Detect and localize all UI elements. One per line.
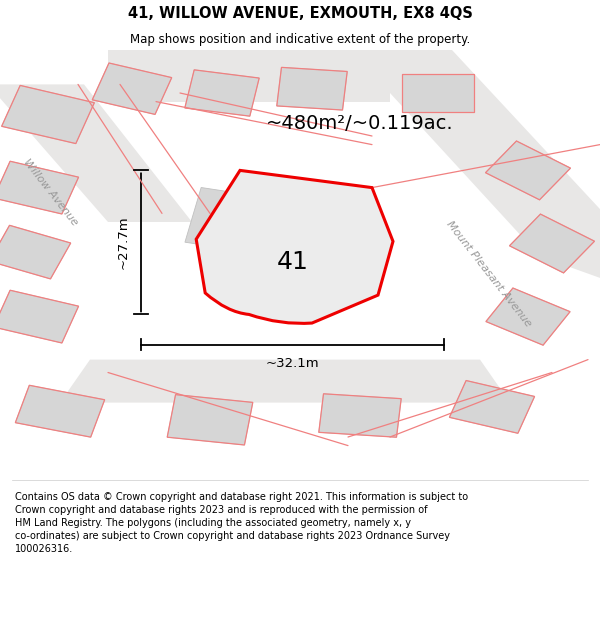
Polygon shape bbox=[167, 394, 253, 445]
Polygon shape bbox=[277, 68, 347, 110]
Text: ~32.1m: ~32.1m bbox=[266, 357, 319, 371]
Polygon shape bbox=[485, 141, 571, 200]
Polygon shape bbox=[2, 86, 94, 144]
Polygon shape bbox=[60, 359, 510, 403]
Polygon shape bbox=[92, 63, 172, 114]
Polygon shape bbox=[185, 188, 295, 256]
Polygon shape bbox=[0, 225, 71, 279]
PathPatch shape bbox=[196, 171, 393, 323]
Polygon shape bbox=[185, 70, 259, 116]
Polygon shape bbox=[0, 84, 192, 222]
Polygon shape bbox=[509, 214, 595, 273]
Polygon shape bbox=[372, 41, 600, 282]
Text: Map shows position and indicative extent of the property.: Map shows position and indicative extent… bbox=[130, 32, 470, 46]
Polygon shape bbox=[108, 41, 390, 102]
Polygon shape bbox=[486, 288, 570, 345]
Text: 41: 41 bbox=[277, 250, 309, 274]
Polygon shape bbox=[16, 385, 104, 437]
Text: ~27.7m: ~27.7m bbox=[116, 216, 130, 269]
Polygon shape bbox=[319, 394, 401, 438]
Text: 41, WILLOW AVENUE, EXMOUTH, EX8 4QS: 41, WILLOW AVENUE, EXMOUTH, EX8 4QS bbox=[128, 6, 472, 21]
Text: Willow Avenue: Willow Avenue bbox=[22, 157, 80, 228]
Polygon shape bbox=[0, 161, 79, 214]
Text: Contains OS data © Crown copyright and database right 2021. This information is : Contains OS data © Crown copyright and d… bbox=[15, 492, 468, 554]
Polygon shape bbox=[449, 381, 535, 433]
Text: Mount Pleasant Avenue: Mount Pleasant Avenue bbox=[445, 219, 533, 329]
Text: ~480m²/~0.119ac.: ~480m²/~0.119ac. bbox=[266, 114, 454, 132]
Polygon shape bbox=[402, 74, 474, 112]
Polygon shape bbox=[0, 290, 79, 343]
